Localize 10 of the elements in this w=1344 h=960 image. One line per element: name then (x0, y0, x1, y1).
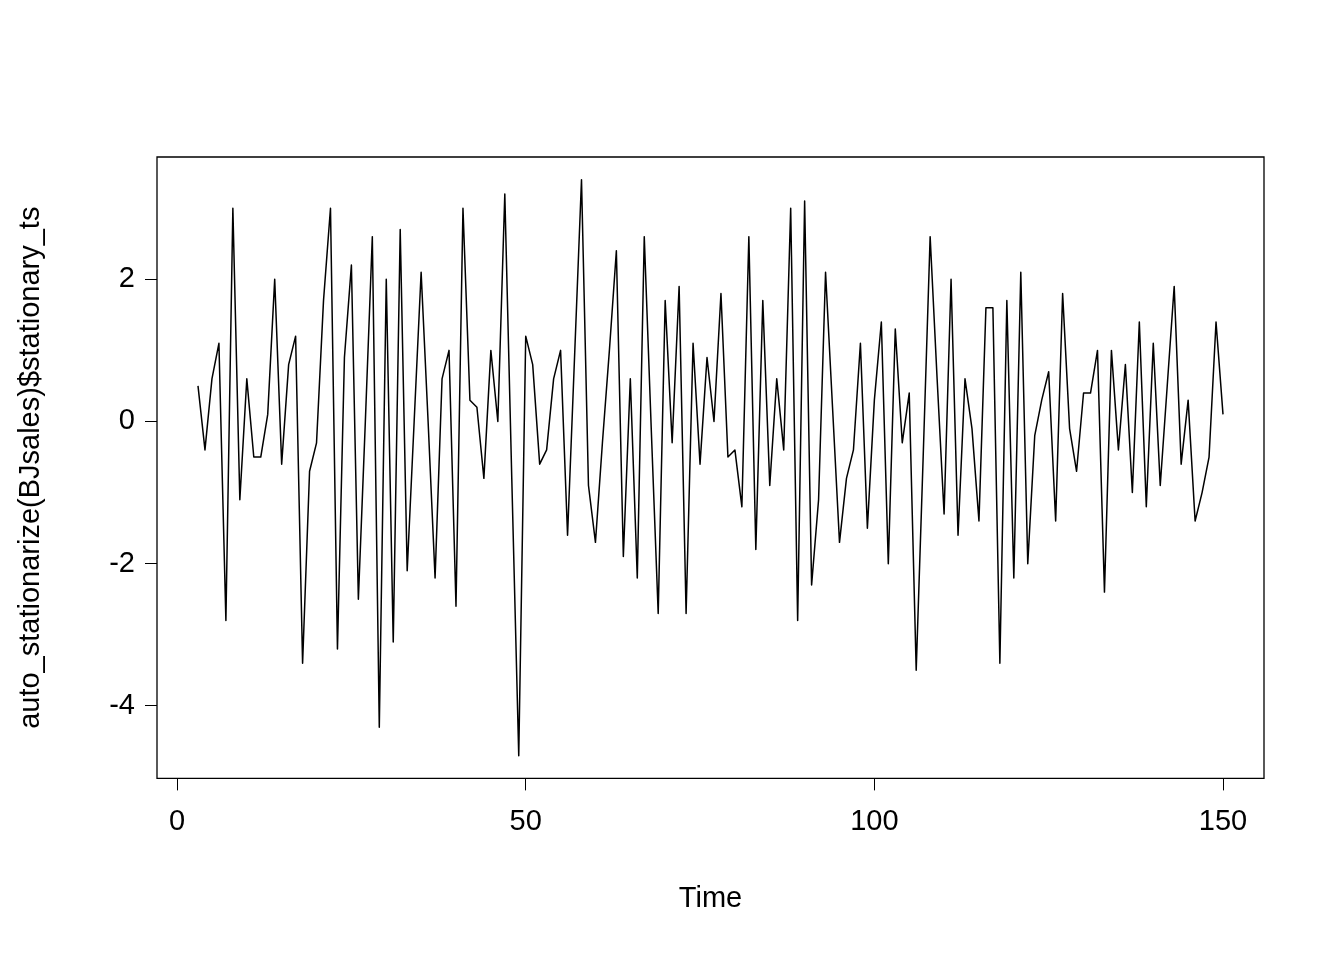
y-tick-label: -4 (109, 687, 135, 720)
y-tick-label: -2 (109, 545, 135, 578)
x-tick-label: 150 (1198, 803, 1248, 836)
x-tick-label: 100 (850, 803, 899, 836)
x-tick-label: 0 (169, 803, 186, 836)
y-axis-title: auto_stationarize(BJsales)$stationary_ts (13, 206, 46, 729)
x-axis-title: Time (678, 880, 743, 913)
y-tick-label: 2 (118, 261, 135, 294)
x-tick-label: 50 (509, 803, 542, 836)
y-tick-label: 0 (118, 403, 135, 436)
